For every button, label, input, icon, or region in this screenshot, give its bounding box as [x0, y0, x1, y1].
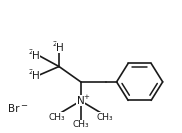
Text: CH₃: CH₃ — [72, 120, 89, 129]
Text: 2: 2 — [29, 69, 33, 75]
Text: −: − — [20, 101, 27, 110]
Text: N: N — [77, 96, 85, 106]
Text: 2: 2 — [53, 41, 57, 47]
Text: CH₃: CH₃ — [97, 113, 113, 122]
Text: Br: Br — [8, 104, 20, 114]
Text: H: H — [56, 43, 64, 53]
Text: H: H — [32, 51, 40, 61]
Text: +: + — [84, 94, 90, 100]
Text: 2: 2 — [29, 49, 33, 55]
Text: CH₃: CH₃ — [48, 113, 65, 122]
Text: H: H — [32, 71, 40, 81]
